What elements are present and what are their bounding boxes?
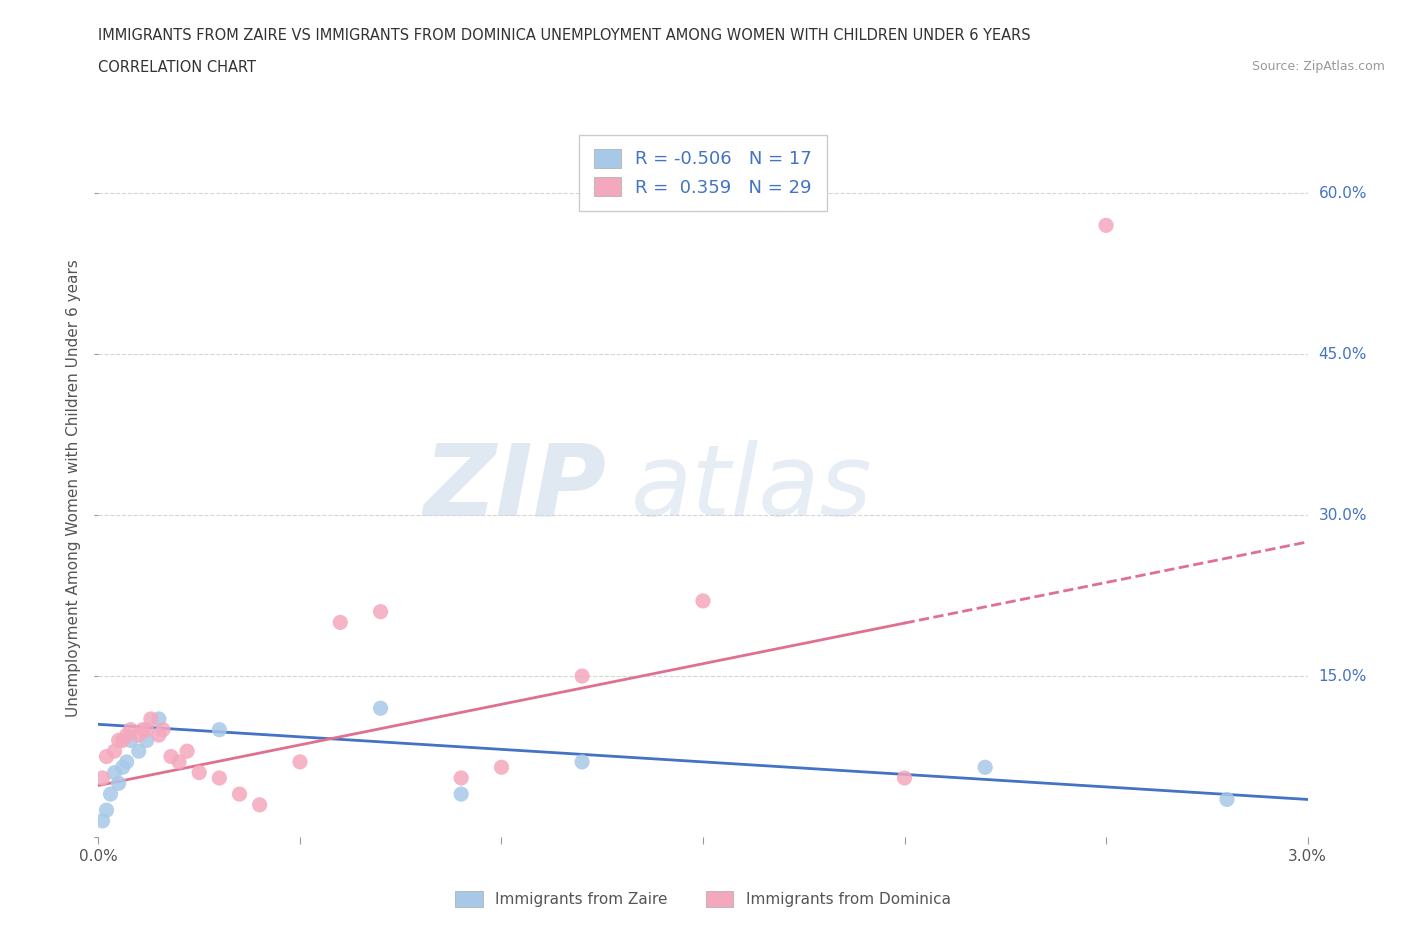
Point (893, 771, 915, 786)
Point (491, 760, 513, 775)
Point (160, 749, 183, 764)
Point (1216, 792, 1239, 807)
Y-axis label: Unemployment Among Women with Children Under 6 years: Unemployment Among Women with Children U… (66, 259, 82, 717)
Point (148, 711, 170, 726)
Text: 45.0%: 45.0% (1319, 347, 1367, 362)
Point (329, 615, 352, 630)
Point (91, 814, 114, 829)
Point (188, 765, 211, 780)
Point (135, 723, 157, 737)
Point (120, 723, 142, 737)
Text: 30.0%: 30.0% (1319, 508, 1367, 523)
Point (100, 787, 122, 802)
Point (139, 711, 162, 726)
Point (176, 744, 198, 759)
Point (103, 744, 125, 759)
Point (208, 771, 231, 786)
Point (249, 797, 271, 812)
Point (370, 604, 392, 619)
Point (152, 723, 174, 737)
Text: CORRELATION CHART: CORRELATION CHART (98, 60, 256, 75)
Point (370, 701, 392, 716)
Text: 15.0%: 15.0% (1319, 669, 1367, 684)
Text: atlas: atlas (630, 440, 872, 537)
Point (128, 727, 150, 742)
Point (571, 754, 593, 769)
Point (571, 669, 593, 684)
Text: 60.0%: 60.0% (1319, 186, 1367, 201)
Point (96, 803, 118, 817)
Point (91, 771, 114, 786)
Point (107, 733, 129, 748)
Point (450, 771, 472, 786)
Point (288, 754, 311, 769)
Point (135, 733, 157, 748)
Point (974, 760, 997, 775)
Text: Source: ZipAtlas.com: Source: ZipAtlas.com (1251, 60, 1385, 73)
Point (208, 723, 231, 737)
Point (115, 727, 138, 742)
Text: ZIP: ZIP (423, 440, 606, 537)
Point (115, 754, 138, 769)
Point (692, 593, 714, 608)
Point (132, 723, 155, 737)
Point (111, 733, 134, 748)
Point (96, 749, 118, 764)
Point (1095, 218, 1118, 232)
Point (228, 787, 250, 802)
Point (111, 760, 134, 775)
Legend: Immigrants from Zaire, Immigrants from Dominica: Immigrants from Zaire, Immigrants from D… (450, 884, 956, 913)
Point (120, 733, 142, 748)
Point (128, 744, 150, 759)
Point (450, 787, 472, 802)
Point (107, 776, 129, 790)
Point (148, 727, 170, 742)
Point (167, 754, 190, 769)
Point (103, 765, 125, 780)
Text: IMMIGRANTS FROM ZAIRE VS IMMIGRANTS FROM DOMINICA UNEMPLOYMENT AMONG WOMEN WITH : IMMIGRANTS FROM ZAIRE VS IMMIGRANTS FROM… (98, 28, 1031, 43)
